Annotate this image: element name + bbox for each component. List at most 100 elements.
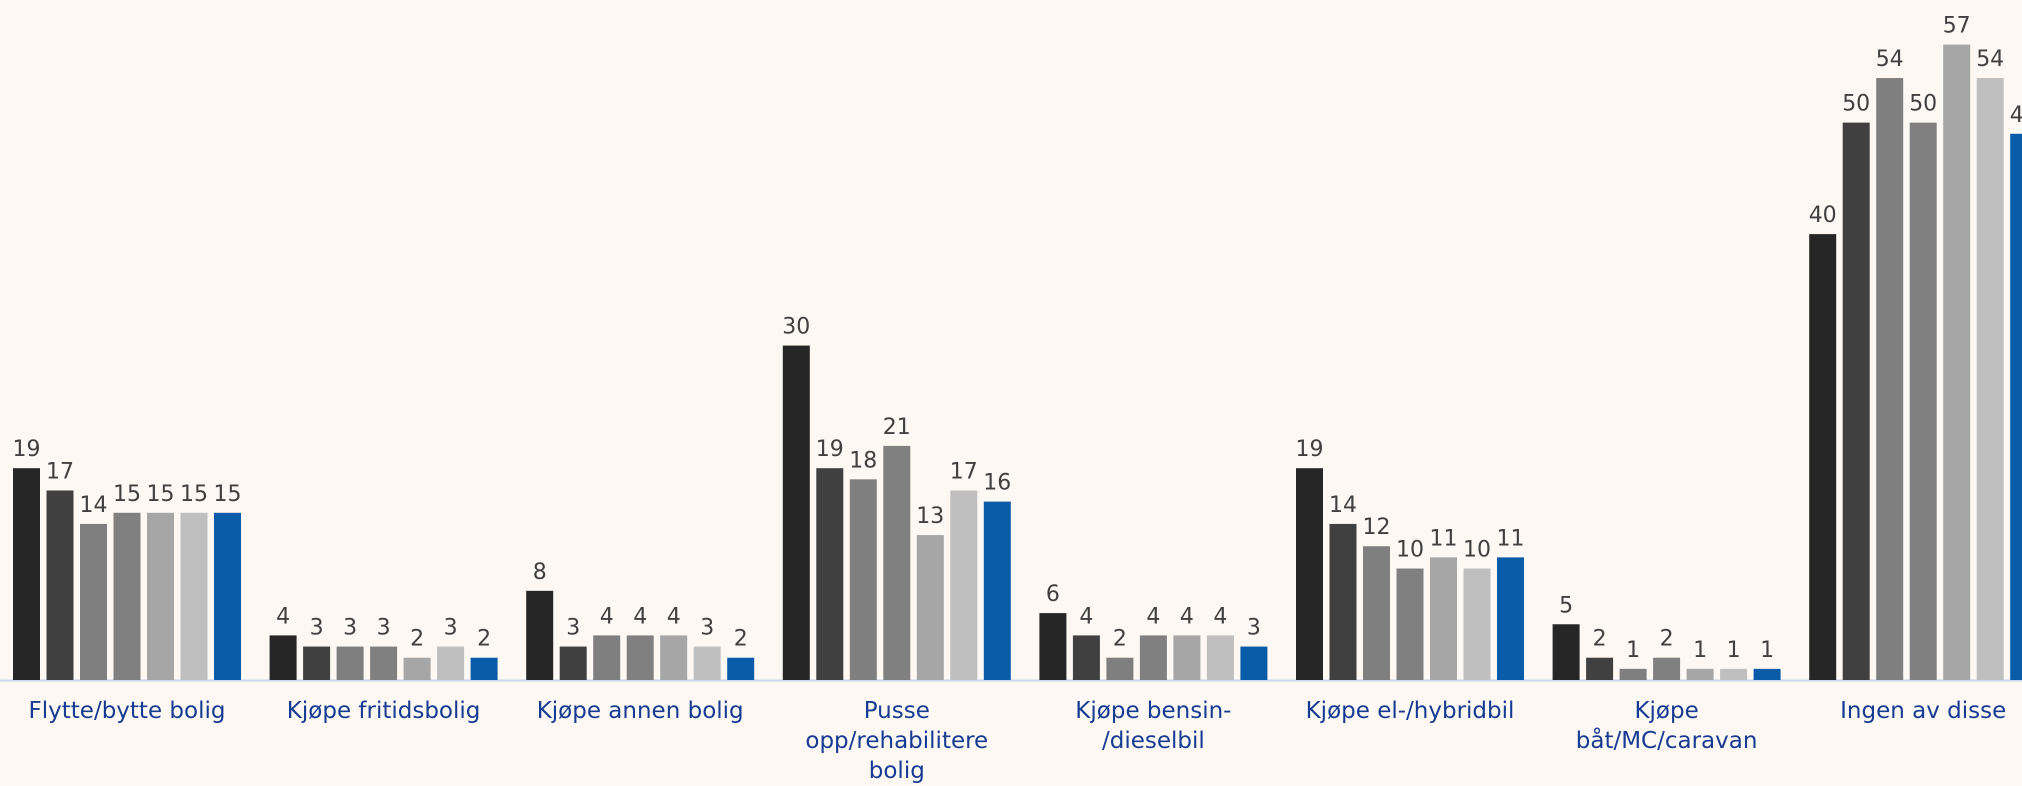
value-label: 40 — [1809, 203, 1837, 228]
value-label: 14 — [80, 493, 108, 518]
value-label: 19 — [13, 437, 41, 462]
bar — [559, 646, 587, 680]
value-label: 4 — [1180, 604, 1194, 629]
bar — [916, 535, 944, 680]
x-tick-label: Pusse opp/rehabilitere bolig — [805, 698, 989, 784]
bar — [1753, 668, 1781, 680]
bar — [1497, 557, 1524, 680]
value-label: 2 — [1593, 627, 1607, 652]
bar — [1586, 657, 1614, 680]
value-label: 4 — [600, 604, 614, 629]
value-label: 10 — [1463, 538, 1491, 563]
bar — [370, 646, 398, 680]
value-label: 19 — [1296, 437, 1324, 462]
bar — [1720, 668, 1748, 680]
value-label: 3 — [1247, 616, 1261, 641]
bar — [1039, 613, 1067, 680]
bar — [403, 657, 431, 680]
bar — [593, 635, 621, 680]
bar — [1686, 668, 1714, 680]
bar — [336, 646, 364, 680]
bar — [849, 479, 877, 680]
value-label: 4 — [1213, 604, 1227, 629]
bar — [1909, 122, 1937, 681]
bar — [269, 635, 297, 680]
x-tick-label: Kjøpe annen bolig — [536, 698, 744, 724]
bar — [1976, 78, 2004, 681]
value-label: 2 — [734, 627, 748, 652]
value-label: 2 — [1113, 627, 1127, 652]
bar — [883, 445, 911, 680]
value-label: 17 — [46, 459, 74, 484]
value-label: 3 — [444, 616, 458, 641]
bar — [1943, 44, 1971, 681]
x-tick-label: Flytte/bytte bolig — [28, 698, 226, 724]
value-label: 21 — [883, 415, 911, 440]
value-label: 3 — [310, 616, 324, 641]
bar — [1363, 546, 1390, 680]
value-label: 8 — [533, 560, 547, 585]
value-label: 5 — [1559, 593, 1573, 618]
value-label: 4 — [1146, 604, 1160, 629]
value-label: 3 — [700, 616, 714, 641]
value-label: 19 — [816, 437, 844, 462]
bar — [303, 646, 331, 680]
value-label: 30 — [782, 315, 810, 340]
bar — [113, 512, 141, 680]
bar — [1463, 568, 1491, 680]
bar — [1842, 122, 1870, 681]
value-label: 16 — [983, 471, 1011, 496]
x-tick-label: Kjøpe fritidsbolig — [286, 698, 481, 724]
value-label: 11 — [1497, 526, 1525, 551]
bar — [437, 646, 465, 680]
bar — [1240, 646, 1268, 680]
bar — [526, 590, 554, 680]
bar — [214, 512, 241, 680]
value-label: 1 — [1626, 638, 1640, 663]
value-label: 18 — [849, 448, 877, 473]
bar — [46, 490, 74, 680]
x-tick-label: Kjøpe båt/MC/caravan — [1575, 698, 1758, 754]
bar — [626, 635, 654, 680]
value-label: 50 — [1842, 92, 1870, 117]
bar — [1106, 657, 1134, 680]
value-label: 1 — [1760, 638, 1774, 663]
value-label: 17 — [950, 459, 978, 484]
bar — [983, 501, 1011, 680]
bar — [2010, 133, 2022, 680]
bar — [1430, 557, 1457, 680]
value-label: 49 — [2010, 103, 2022, 128]
value-label: 2 — [477, 627, 491, 652]
bar — [1329, 523, 1357, 680]
value-label: 13 — [916, 504, 944, 529]
value-label: 14 — [1329, 493, 1357, 518]
bar — [1396, 568, 1424, 680]
value-label: 4 — [667, 604, 681, 629]
bar — [816, 468, 844, 680]
value-label: 4 — [633, 604, 647, 629]
bar — [80, 523, 107, 680]
bar — [660, 635, 688, 680]
bar — [1809, 234, 1837, 680]
bar — [1653, 657, 1681, 680]
x-tick-label: Kjøpe el-/hybridbil — [1305, 698, 1515, 724]
value-label: 1 — [1693, 638, 1707, 663]
value-label: 1 — [1727, 638, 1741, 663]
value-label: 57 — [1943, 14, 1971, 39]
value-label: 54 — [1876, 47, 1904, 72]
value-label: 15 — [113, 482, 141, 507]
value-label: 15 — [147, 482, 175, 507]
bar — [1296, 468, 1323, 680]
x-tick-label: Ingen av disse — [1840, 698, 2007, 724]
value-label: 15 — [180, 482, 208, 507]
value-label: 15 — [214, 482, 242, 507]
value-label: 2 — [1660, 627, 1674, 652]
bar — [1173, 635, 1201, 680]
bar — [1876, 78, 1904, 681]
bar — [180, 512, 208, 680]
bar — [727, 657, 755, 680]
bar — [1139, 635, 1167, 680]
value-label: 4 — [1079, 604, 1093, 629]
